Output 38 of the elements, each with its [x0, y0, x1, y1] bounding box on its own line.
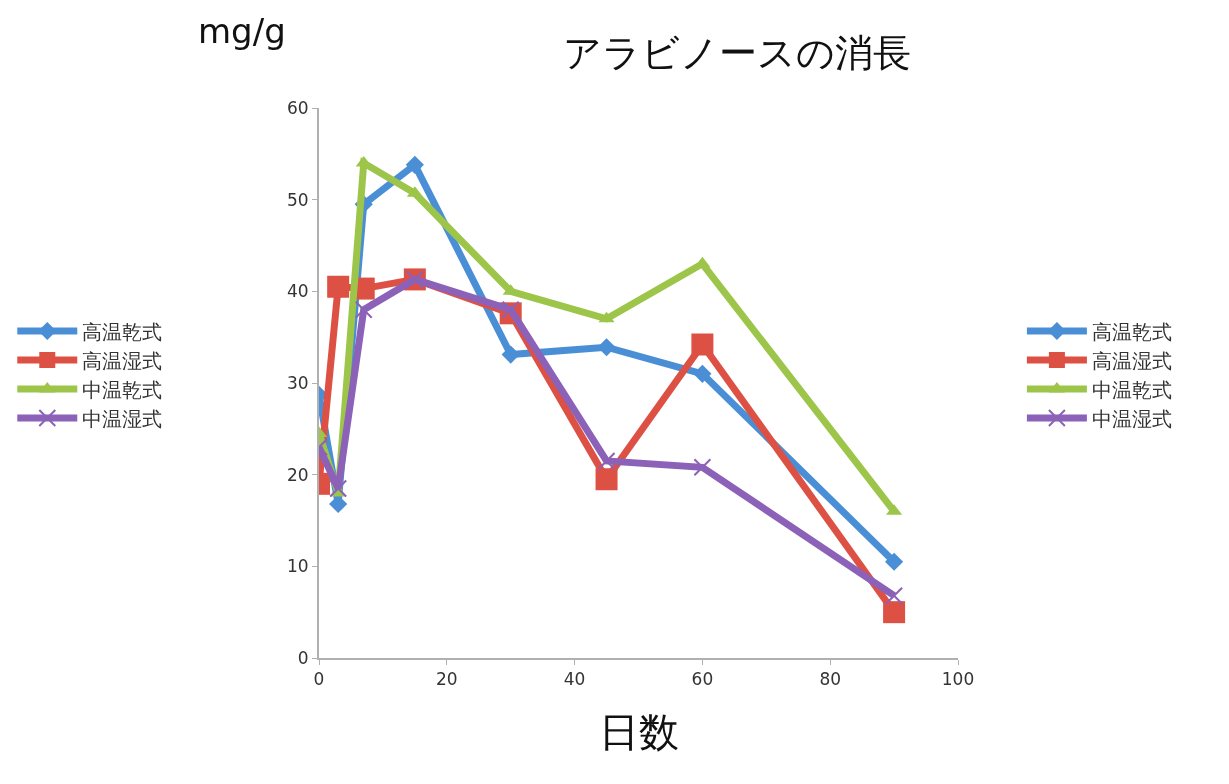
text: 高温湿式 — [1091, 348, 1172, 373]
point — [883, 601, 906, 624]
x-tick-label: 80 — [819, 669, 842, 690]
text: 中温湿式 — [1091, 406, 1172, 431]
x-axis-title: 日数 — [598, 709, 679, 756]
point — [597, 451, 616, 470]
legend-label: 高温湿式 — [82, 348, 163, 373]
y-tick-label: 20 — [286, 464, 309, 485]
point — [691, 333, 714, 356]
point — [354, 300, 373, 319]
point — [598, 311, 615, 323]
x-tick-label: 100 — [941, 669, 975, 690]
y-tick-label: 50 — [286, 189, 309, 210]
legend-label: 高温乾式 — [82, 319, 163, 344]
point — [693, 458, 712, 477]
text: 中温乾式 — [1091, 377, 1172, 402]
y-tick-label: 0 — [297, 647, 309, 668]
x-tick-label: 20 — [435, 669, 458, 690]
x-tick-label: 60 — [691, 669, 714, 690]
text: 高温乾式 — [1091, 319, 1172, 344]
chart-title: アラビノースの消長 — [563, 30, 912, 75]
point — [885, 586, 904, 605]
y-tick-label: 60 — [286, 97, 309, 118]
legend-label: 中温湿式 — [82, 406, 163, 431]
legend-label: 中温乾式 — [82, 377, 163, 402]
point — [595, 468, 618, 491]
point — [693, 364, 712, 383]
x-tick-label: 0 — [313, 669, 325, 690]
y-tick-label: 10 — [286, 556, 309, 577]
point — [885, 552, 904, 571]
point — [501, 300, 520, 319]
point — [327, 275, 350, 298]
point — [329, 479, 348, 498]
y-tick-label: 30 — [286, 372, 309, 393]
y-tick-label: 40 — [286, 281, 309, 302]
point — [405, 155, 424, 174]
y-axis-title: mg/g — [198, 11, 286, 51]
x-tick-label: 40 — [563, 669, 586, 690]
